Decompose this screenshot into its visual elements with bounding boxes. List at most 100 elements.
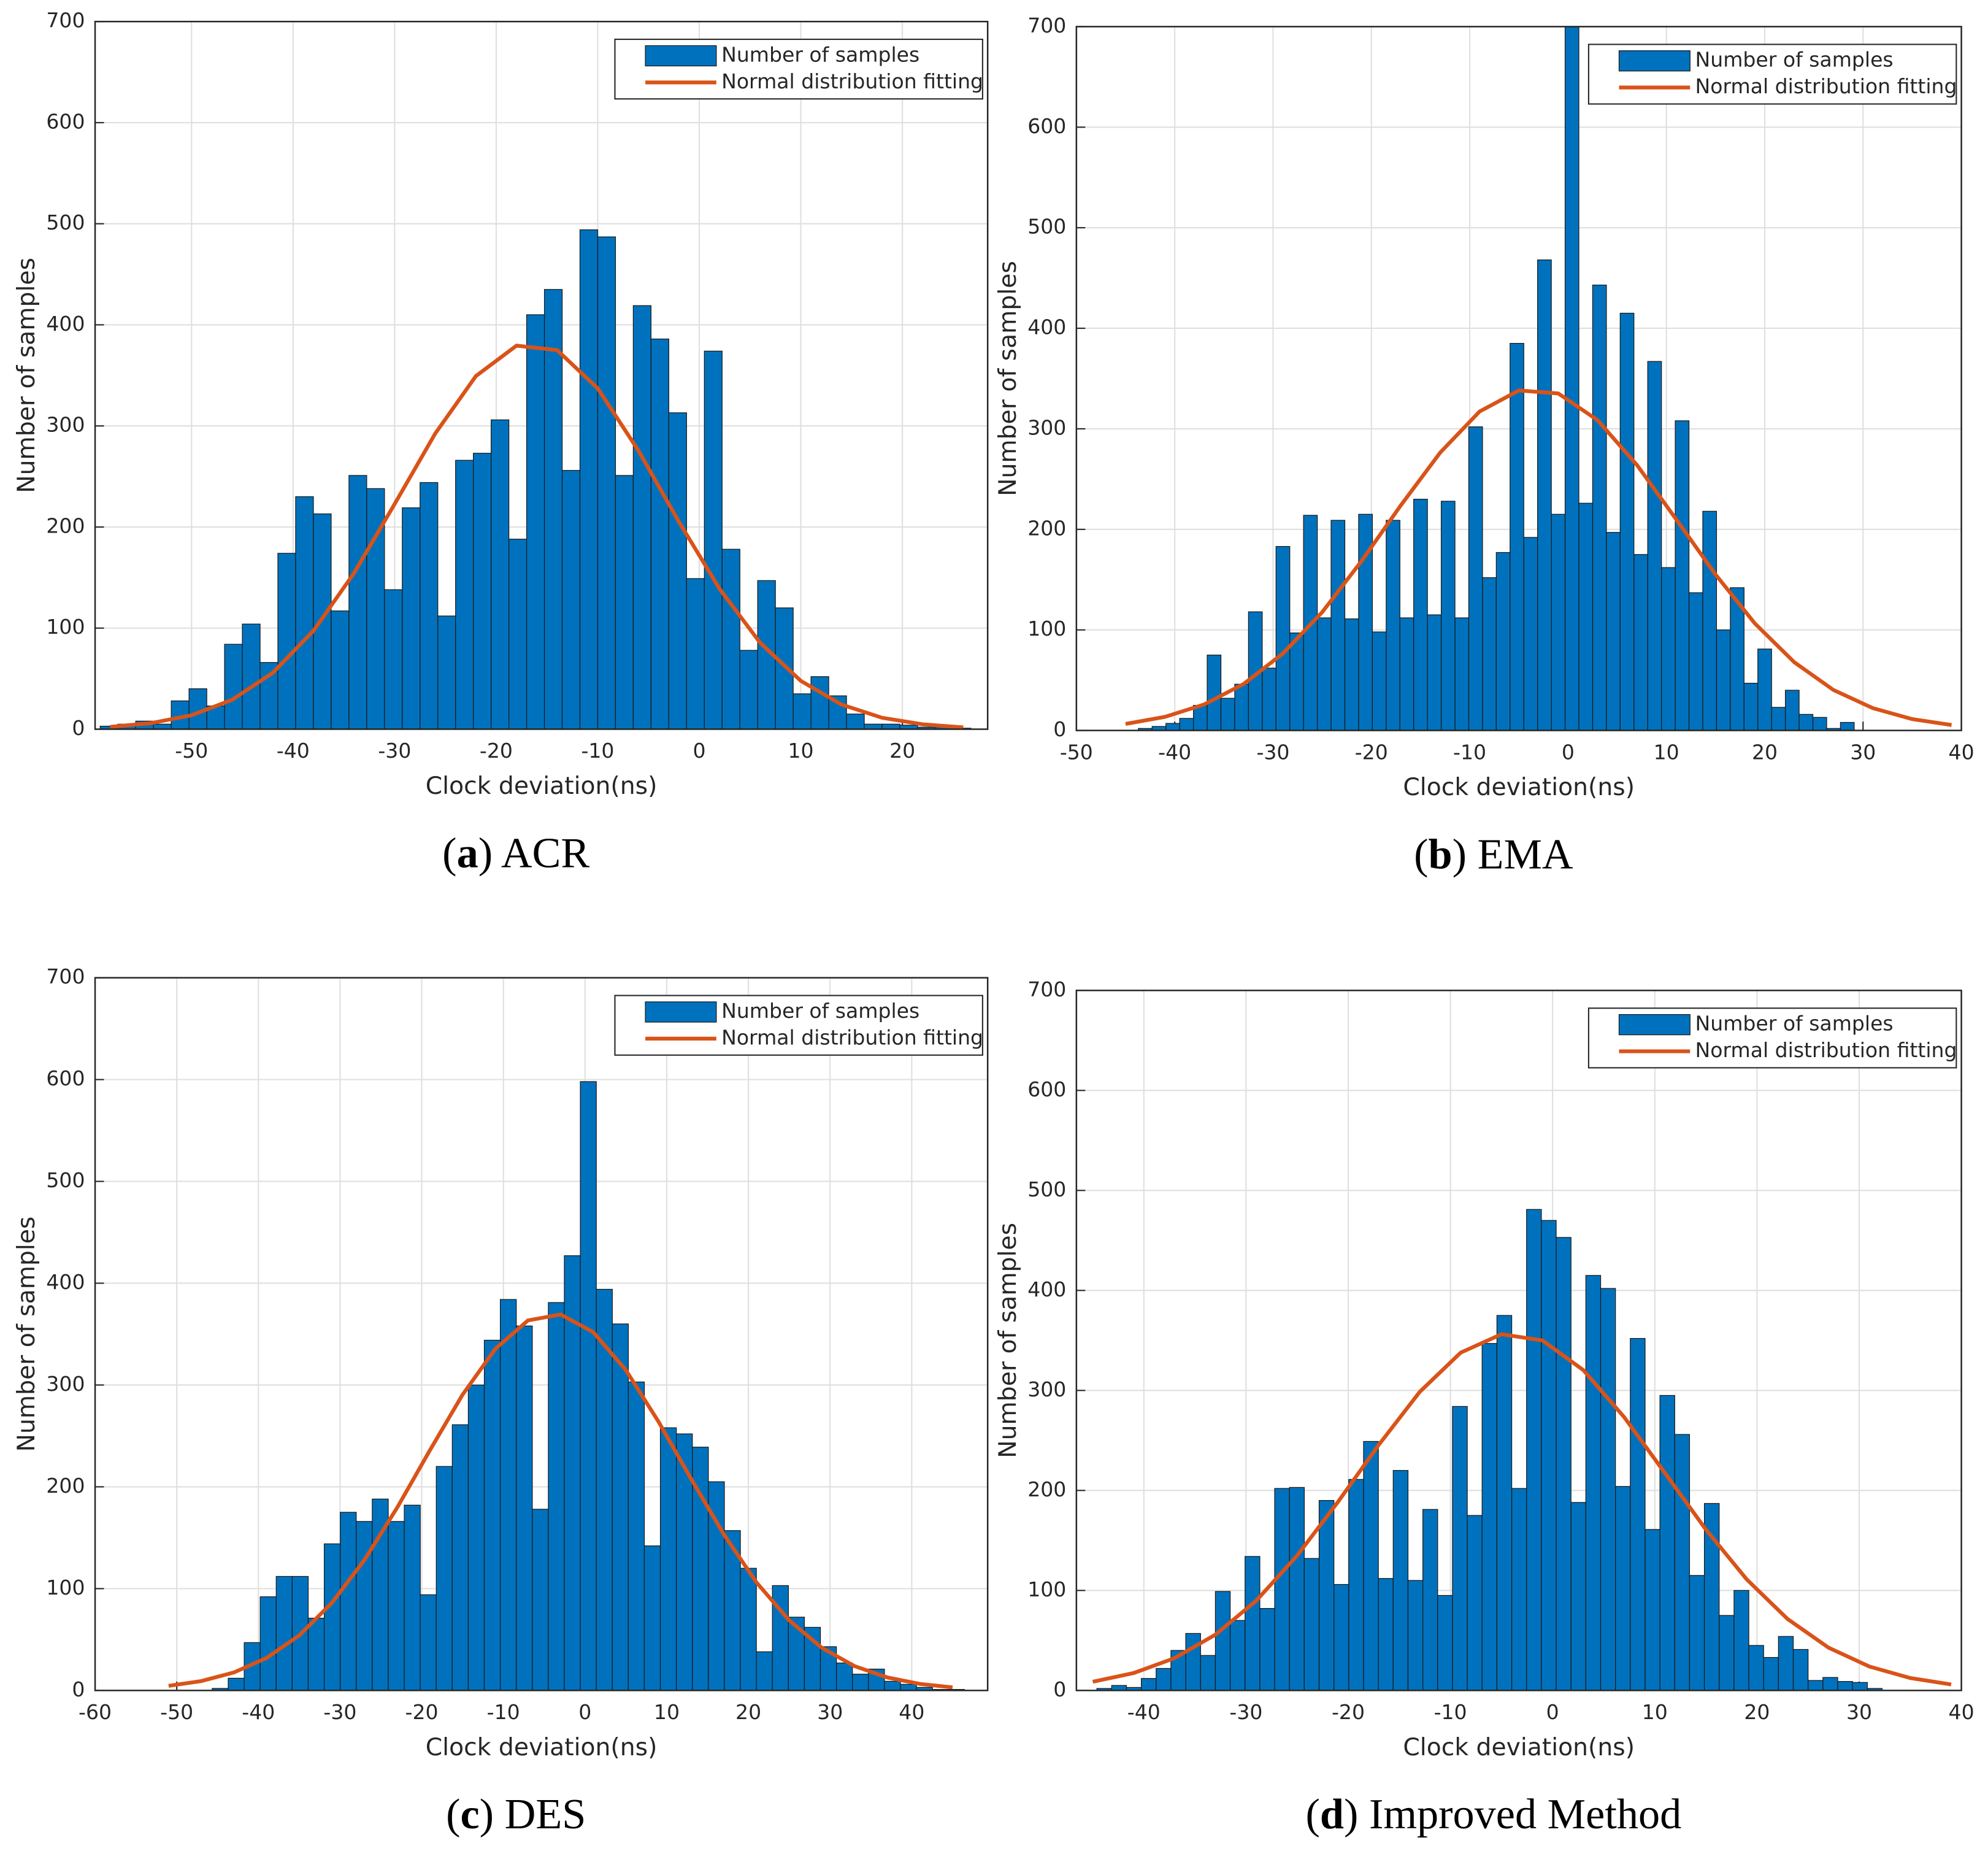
histogram-bar [1551,514,1566,731]
y-tick-label: 0 [1053,717,1066,741]
histogram-bar [704,350,723,730]
histogram-bar [596,1288,613,1691]
histogram-bar [1318,1500,1335,1691]
y-tick-label: 500 [1027,215,1066,239]
histogram-bar [436,1466,453,1691]
caption-part: ( [1305,1790,1319,1838]
x-tick-label: -50 [1060,740,1093,764]
x-tick-label: -10 [581,739,614,763]
x-tick-label: -40 [277,739,310,763]
histogram-bar [1674,1434,1691,1691]
histogram-bar [650,338,669,730]
x-tick-label: 40 [1949,1700,1975,1724]
histogram-bar [1564,26,1579,731]
histogram-bar [1812,717,1827,731]
histogram-bar [473,453,492,730]
x-tick-label: 40 [1949,740,1975,764]
x-tick-label: 20 [889,739,915,763]
x-tick-label: -50 [175,739,208,763]
histogram-bar [340,1512,357,1691]
y-tick-label: 300 [1027,415,1066,439]
y-tick-label: 400 [1027,315,1066,339]
histogram-bar [543,289,563,730]
histogram-bar [1316,617,1332,731]
x-tick-label: 20 [1744,1700,1770,1724]
histogram-bar [402,507,421,730]
y-tick-label: 100 [1027,1577,1066,1601]
histogram-bar [1452,1406,1468,1691]
histogram-bar [1703,1503,1720,1691]
histogram-bar [404,1504,421,1691]
histogram-bar [1785,690,1800,731]
histogram-bar [1179,718,1194,731]
histogram-bar [420,482,439,730]
y-tick-label: 100 [46,1576,85,1599]
histogram-bar [686,578,705,730]
histogram-bar [632,305,652,730]
histogram-bar [1440,501,1456,731]
histogram-bar [1748,1645,1764,1691]
histogram-bar [1413,499,1428,731]
histogram-bar [659,1427,677,1691]
legend-label: Number of samples [721,999,919,1023]
histogram-bar [356,1521,373,1691]
plot-frame [1075,26,1962,731]
y-tick-label: 600 [1027,114,1066,138]
histogram-bar [1165,723,1180,731]
histogram-bar [1840,722,1855,731]
caption: (b) EMA [1414,830,1573,878]
x-axis-label: Clock deviation(ns) [1403,774,1635,801]
histogram-bar [1234,683,1249,731]
legend-label: Normal distribution fitting [721,69,983,93]
legend-label: Normal distribution fitting [721,1025,983,1049]
x-tick-label: 0 [1562,740,1575,764]
histogram-bar [643,1545,661,1691]
y-tick-label: 300 [46,413,85,437]
histogram-bar [1526,1209,1542,1691]
y-tick-label: 700 [1027,13,1066,37]
histogram-bar [1592,284,1607,731]
histogram-bar [1372,631,1387,731]
histogram-bar [1156,1668,1172,1691]
histogram-bar [1496,1315,1513,1691]
histogram-bar [1661,567,1676,731]
histogram-bar [313,513,332,730]
histogram-bar [1468,426,1483,731]
histogram-bar [508,539,528,730]
y-tick-label: 400 [1027,1277,1066,1301]
histogram-bar [1852,1682,1868,1691]
x-tick-label: -20 [405,1700,439,1724]
y-tick-label: 200 [1027,1477,1066,1501]
x-tick-label: 0 [693,739,705,763]
x-tick-label: -20 [1332,1700,1365,1724]
histogram-bar [1570,1502,1586,1691]
fit-curve [1092,1332,1952,1687]
x-tick-label: 10 [788,739,814,763]
histogram-bar [532,1509,549,1691]
caption-part: ) Improved Method [1344,1790,1681,1838]
histogram-bar [1541,1220,1557,1691]
histogram-bar [1600,1288,1616,1691]
x-tick-label: 10 [654,1700,680,1724]
histogram-bar [1348,1479,1364,1691]
y-tick-label: 400 [46,312,85,336]
histogram-bar [275,1576,293,1691]
caption-part: ) EMA [1453,830,1573,878]
y-tick-label: 200 [46,1474,85,1498]
histogram-bar [900,1684,917,1691]
x-tick-label: 40 [899,1700,924,1724]
histogram-bar [1733,1590,1749,1691]
histogram-bar [1798,714,1814,731]
x-tick-label: 10 [1642,1700,1668,1724]
histogram-bar [1633,554,1648,731]
caption-part: c [461,1790,480,1838]
histogram-bar [1259,1608,1275,1691]
x-tick-label: -20 [1355,740,1388,764]
histogram-bar [1229,1620,1246,1691]
histogram-bar [708,1481,725,1691]
histogram-bar [1215,1591,1231,1691]
histogram-bar [1675,420,1690,731]
caption: (c) DES [446,1790,586,1838]
legend-label: Number of samples [1695,48,1894,72]
x-tick-label: -30 [1256,740,1289,764]
